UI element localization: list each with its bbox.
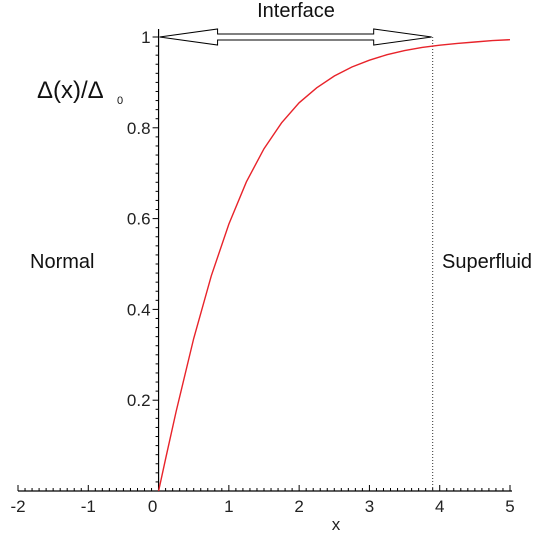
x-tick-label: 1	[224, 497, 233, 516]
axes	[18, 29, 512, 492]
y-tick-label: 0.8	[127, 119, 151, 138]
interface-arrow	[159, 28, 432, 46]
normal-label: Normal	[30, 251, 94, 273]
superfluid-label: Superfluid	[442, 251, 532, 273]
x-tick-label: 0	[148, 497, 157, 516]
y-tick-label: 1	[141, 28, 150, 47]
x-tick-label: -1	[81, 497, 96, 516]
tick-labels: -2 -1 0 1 2 3 4 5 0.2 0.4 0.6 0.8 1	[10, 28, 514, 516]
y-axis-label: Δ(x)/Δ	[37, 77, 104, 104]
y-tick-label: 0.2	[127, 391, 151, 410]
x-tick-label: 5	[505, 497, 514, 516]
ticks	[17, 36, 511, 491]
x-tick-label: 2	[294, 497, 303, 516]
y-tick-label: 0.6	[127, 210, 151, 229]
y-axis-label-subscript: 0	[117, 95, 123, 107]
y-tick-label: 0.4	[127, 300, 151, 319]
interface-label: Interface	[257, 0, 335, 22]
interface-arrow-shape	[159, 28, 432, 46]
x-axis-label: x	[332, 515, 341, 534]
x-tick-label: -2	[10, 497, 25, 516]
x-tick-label: 3	[365, 497, 374, 516]
series-line	[157, 39, 511, 492]
x-tick-label: 4	[435, 497, 444, 516]
